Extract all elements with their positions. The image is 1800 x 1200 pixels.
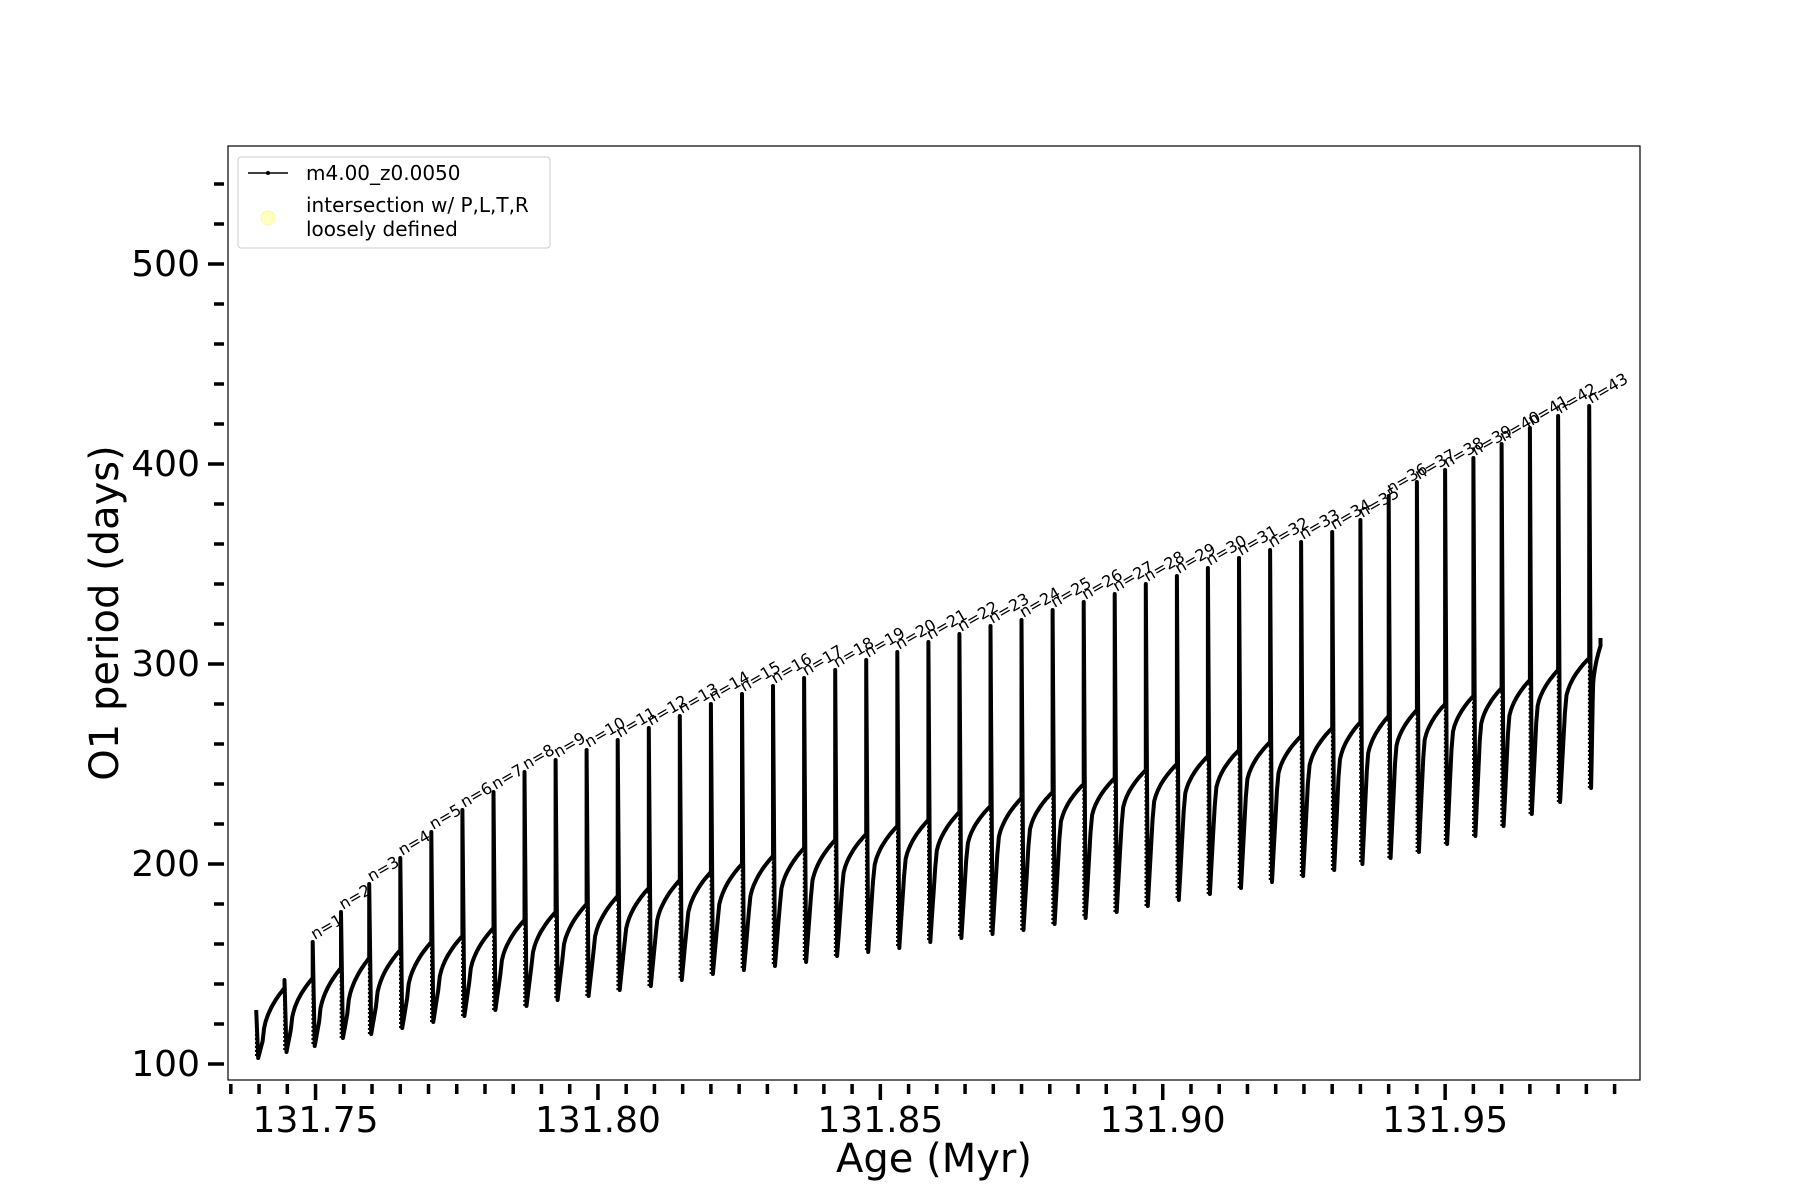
x-tick-label: 131.90 <box>1100 1100 1226 1141</box>
y-tick-label: 400 <box>131 444 200 485</box>
series-line <box>254 404 1603 1060</box>
x-tick-label: 131.80 <box>535 1100 661 1141</box>
x-tick-label: 131.95 <box>1382 1100 1508 1141</box>
legend-label-series: m4.00_z0.0050 <box>306 161 461 185</box>
x-tick-label: 131.75 <box>253 1100 379 1141</box>
legend-box <box>237 156 551 249</box>
x-axis-label: Age (Myr) <box>836 1136 1032 1182</box>
axis-layer: 131.75 131.80 131.85 131.90 131.95 100 200 300 4… <box>131 182 1617 1141</box>
y-tick-label: 200 <box>131 844 200 885</box>
legend-label-intersection-line1: intersection w/ P,L,T,R <box>306 193 529 217</box>
legend: m4.00_z0.0050 intersection w/ P,L,T,R lo… <box>237 156 551 249</box>
x-tick-label: 131.85 <box>817 1100 943 1141</box>
y-tick-label: 300 <box>131 644 200 685</box>
legend-label-intersection: intersection w/ P,L,T,R loosely defined <box>306 193 535 241</box>
y-tick-label: 100 <box>131 1044 200 1085</box>
legend-intersection-marker <box>260 210 276 226</box>
plot-area-frame <box>227 145 1641 1081</box>
y-axis-label: O1 period (days) <box>82 445 128 780</box>
legend-dot-marker <box>266 171 270 175</box>
y-tick-label: 500 <box>131 244 200 285</box>
legend-label-intersection-line2: loosely defined <box>306 217 458 241</box>
data-layer <box>254 404 1603 1060</box>
